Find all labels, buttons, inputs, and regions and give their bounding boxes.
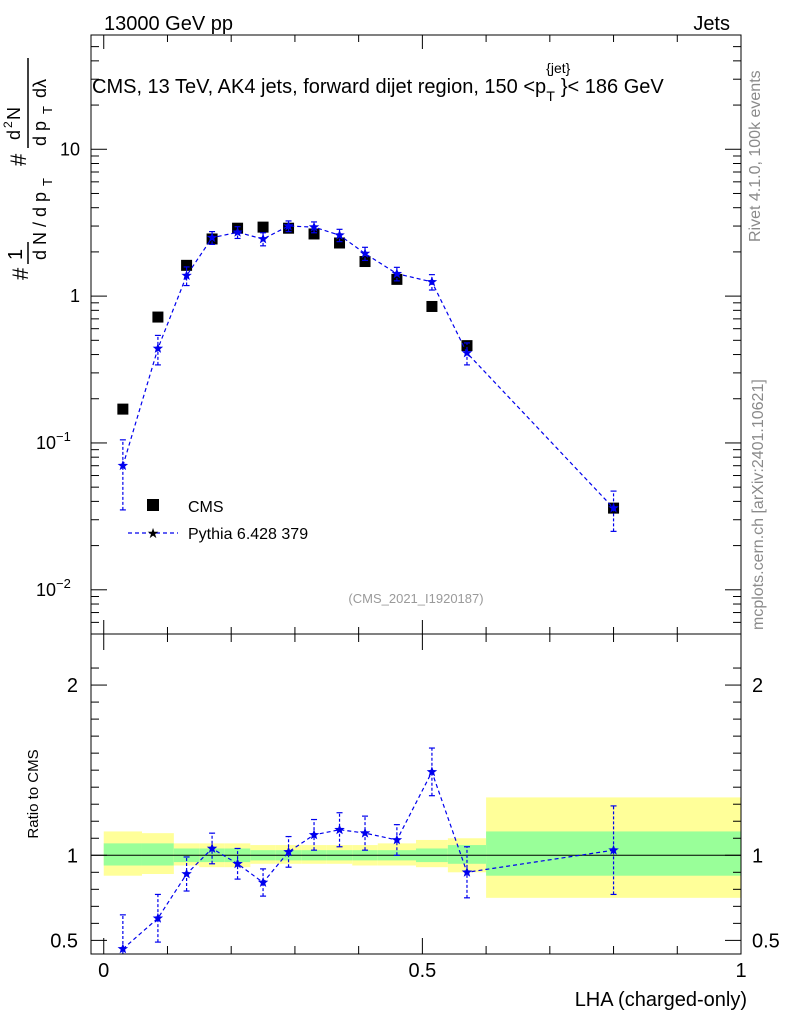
cms-point (308, 228, 320, 240)
title-main-part: CMS, 13 TeV, AK4 jets, forward dijet reg… (92, 76, 546, 98)
ratio-axis-ticks: 0.5 0.5 1 1 2 2 0 0.5 1 (50, 634, 780, 982)
cms-point (152, 311, 164, 323)
ratio-x-tick-label: 1 (735, 960, 746, 982)
rivet-label: Rivet 4.1.0, 100k events (747, 70, 764, 242)
ratio-uncertainty-bands (103, 797, 741, 898)
main-y-tick-label: 10−2 (36, 576, 71, 600)
svg-text:T: T (40, 106, 55, 114)
svg-text:T: T (40, 178, 55, 186)
cms-point (117, 403, 129, 415)
main-y-axis-label: # 1 d N / d p T # d 2 N d p T dλ (1, 58, 55, 280)
cms-point (461, 340, 473, 352)
ratio-y-tick-label-left: 1 (67, 845, 78, 867)
cms-data-series (117, 221, 620, 514)
ratio-plot-frame (90, 633, 742, 955)
svg-text:d p: d p (30, 121, 50, 146)
mcplots-label: mcplots.cern.ch [arXiv:2401.10621] (750, 379, 767, 630)
ratio-point (117, 943, 129, 954)
ratio-mc-series (117, 747, 619, 954)
mc-point (257, 233, 269, 244)
svg-text:2: 2 (1, 121, 15, 128)
mc-point (152, 343, 164, 353)
mc-point (117, 460, 129, 471)
ratio-y-tick-label-right: 0.5 (752, 930, 780, 952)
legend-cms-marker (147, 499, 159, 511)
header-right-label: Jets (693, 13, 730, 35)
mc-point (359, 248, 371, 258)
header-left-label: 13000 GeV pp (104, 13, 233, 35)
x-axis-label: LHA (charged-only) (575, 989, 747, 1011)
ratio-point (461, 866, 473, 877)
ratio-point (257, 877, 269, 887)
ratio-x-tick-label: 0.5 (408, 960, 436, 982)
cms-point (257, 221, 269, 233)
reference-label: (CMS_2021_I1920187) (348, 591, 483, 606)
svg-text:dλ: dλ (30, 79, 50, 98)
mc-point (206, 232, 218, 243)
ratio-point (426, 766, 438, 777)
svg-text:N: N (4, 107, 24, 120)
ratio-y-tick-label-right: 1 (752, 845, 763, 867)
mc-point (181, 270, 192, 280)
ratio-point (334, 824, 345, 835)
title-subscript: T (546, 88, 555, 104)
ratio-point (308, 829, 320, 840)
svg-text:#: # (6, 153, 31, 166)
ratio-point (232, 858, 243, 869)
ratio-point (181, 868, 192, 879)
ratio-x-tick-label: 0 (98, 960, 109, 982)
mc-point (426, 276, 438, 287)
cms-point (359, 256, 371, 268)
main-y-tick-label: 10 (60, 139, 80, 159)
cms-point (426, 300, 438, 312)
title-superscript: {jet} (546, 60, 570, 76)
svg-text:1: 1 (5, 249, 27, 260)
cms-point (334, 237, 346, 249)
main-title: CMS, 13 TeV, AK4 jets, forward dijet reg… (92, 60, 664, 104)
inner-uncertainty-band (103, 843, 142, 866)
legend: CMS ★ Pythia 6.428 379 (128, 499, 308, 543)
ratio-point (608, 844, 619, 855)
main-plot-frame (90, 34, 742, 635)
main-y-tick-label: 10−1 (36, 429, 71, 453)
mc-point (608, 502, 619, 513)
legend-mc-label: Pythia 6.428 379 (188, 526, 308, 543)
inner-uncertainty-band (447, 845, 487, 864)
ratio-point (206, 843, 218, 853)
mc-point (283, 220, 294, 231)
ratio-point (152, 912, 164, 923)
pythia-mc-series (117, 220, 619, 532)
legend-cms-label: CMS (188, 499, 224, 516)
ratio-point (391, 834, 403, 845)
mc-point (461, 347, 473, 358)
main-y-tick-label: 1 (70, 286, 80, 306)
ratio-y-tick-label-left: 0.5 (50, 930, 78, 952)
mc-point (334, 229, 345, 240)
ratio-y-tick-label-right: 2 (752, 675, 763, 697)
cms-point (181, 259, 193, 271)
legend-mc-star-icon: ★ (147, 525, 160, 541)
svg-text:#: # (8, 267, 33, 280)
ratio-mc-line (122, 770, 614, 950)
mc-line (122, 225, 614, 509)
inner-uncertainty-band (141, 843, 174, 866)
ratio-point (359, 827, 371, 838)
ratio-y-tick-label-left: 2 (67, 675, 78, 697)
ratio-point (283, 846, 294, 857)
svg-text:d N / d p: d N / d p (30, 192, 50, 260)
ratio-y-axis-label: Ratio to CMS (25, 749, 42, 838)
svg-text:d: d (4, 130, 24, 140)
mc-point (391, 268, 403, 279)
mc-point (308, 221, 320, 232)
mc-point (232, 226, 243, 237)
main-axis-ticks: 10−2 10−1 1 10 (36, 34, 742, 635)
title-end-part: }< 186 GeV (561, 76, 665, 98)
